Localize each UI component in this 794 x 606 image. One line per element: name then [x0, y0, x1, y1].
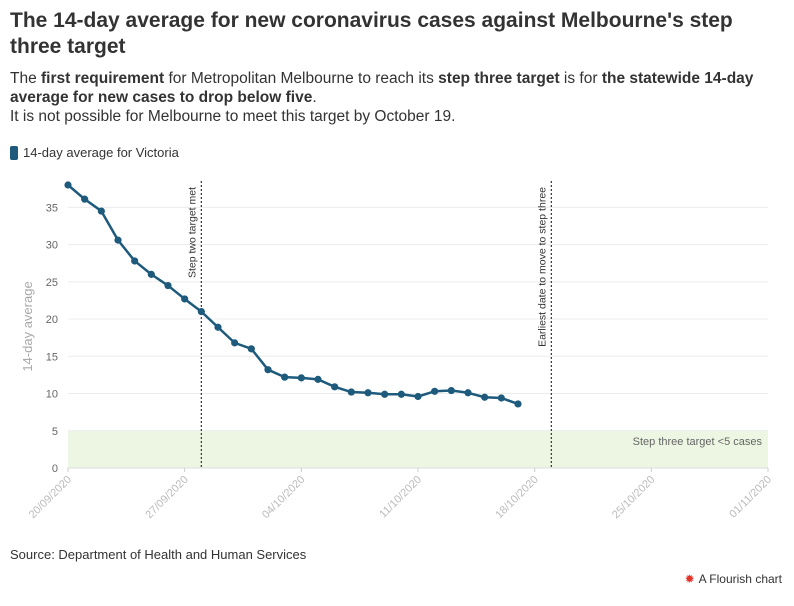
data-point[interactable]	[231, 339, 239, 347]
y-tick-label: 25	[46, 277, 58, 289]
source-note: Source: Department of Health and Human S…	[10, 547, 307, 562]
data-point[interactable]	[381, 390, 389, 398]
data-point[interactable]	[481, 393, 489, 401]
subtitle-emphasis: the statewide 14-day average for new cas…	[10, 70, 754, 106]
target-band	[68, 430, 768, 468]
data-point[interactable]	[114, 236, 122, 244]
target-band-label: Step three target <5 cases	[633, 436, 763, 448]
data-point[interactable]	[64, 181, 72, 189]
legend[interactable]: 14-day average for Victoria	[10, 145, 179, 160]
data-point[interactable]	[364, 389, 372, 397]
subtitle-text: .	[312, 89, 317, 106]
data-point[interactable]	[347, 388, 355, 396]
x-tick-label: 04/10/2020	[260, 474, 307, 521]
series-line	[67, 184, 519, 406]
y-tick-label: 0	[52, 463, 58, 475]
subtitle-text: It is not possible for Melbourne to meet…	[10, 108, 456, 125]
subtitle-emphasis: first requirement	[41, 70, 165, 87]
x-tick-label: 27/09/2020	[143, 474, 190, 521]
data-point[interactable]	[314, 375, 322, 383]
x-tick-label: 01/11/2020	[727, 474, 774, 521]
x-tick-label: 20/09/2020	[27, 474, 74, 521]
data-point[interactable]	[81, 195, 89, 203]
flourish-logo-icon: ✹	[684, 572, 695, 586]
subtitle-emphasis: step three target	[438, 70, 560, 87]
subtitle-text: is for	[559, 70, 602, 87]
y-tick-label: 20	[46, 314, 58, 326]
chart-subtitle: The first requirement for Metropolitan M…	[10, 69, 785, 126]
flourish-credit[interactable]: ✹ A Flourish chart	[685, 572, 782, 586]
x-tick-label: 18/10/2020	[493, 474, 540, 521]
y-axis-title: 14-day average	[20, 281, 35, 371]
data-point[interactable]	[397, 390, 405, 398]
data-point[interactable]	[264, 366, 272, 374]
subtitle-line: It is not possible for Melbourne to meet…	[10, 107, 785, 126]
flourish-credit-label: A Flourish chart	[698, 572, 782, 586]
data-point[interactable]	[247, 345, 255, 353]
chart-title: The 14-day average for new coronavirus c…	[10, 9, 733, 58]
step-two-annotation: Step two target met	[186, 187, 198, 278]
data-point[interactable]	[464, 389, 472, 397]
data-point[interactable]	[331, 383, 339, 391]
subtitle-text: The	[10, 70, 42, 87]
data-point[interactable]	[214, 323, 222, 331]
data-point[interactable]	[181, 295, 189, 303]
data-point[interactable]	[447, 386, 455, 395]
data-point[interactable]	[131, 257, 139, 265]
legend-label: 14-day average for Victoria	[23, 145, 179, 160]
y-tick-label: 15	[46, 351, 58, 363]
data-point[interactable]	[147, 270, 155, 278]
data-point[interactable]	[281, 373, 289, 381]
x-tick-label: 11/10/2020	[377, 474, 424, 521]
data-point[interactable]	[97, 207, 105, 215]
subtitle-text: for Metropolitan Melbourne to reach its	[164, 70, 439, 87]
data-point[interactable]	[414, 392, 422, 401]
subtitle-line: The first requirement for Metropolitan M…	[10, 69, 785, 107]
y-tick-label: 30	[46, 240, 58, 252]
data-point[interactable]	[164, 281, 172, 290]
y-tick-label: 35	[46, 202, 58, 214]
data-point[interactable]	[297, 374, 305, 382]
data-point[interactable]	[197, 308, 205, 316]
data-point[interactable]	[497, 394, 505, 402]
data-point[interactable]	[514, 400, 522, 408]
x-tick-label: 25/10/2020	[610, 474, 657, 521]
legend-swatch	[10, 145, 18, 160]
data-point[interactable]	[431, 387, 439, 395]
y-tick-label: 10	[46, 389, 58, 401]
step-three-annotation: Earliest date to move to step three	[536, 187, 548, 347]
y-tick-label: 5	[52, 426, 58, 438]
